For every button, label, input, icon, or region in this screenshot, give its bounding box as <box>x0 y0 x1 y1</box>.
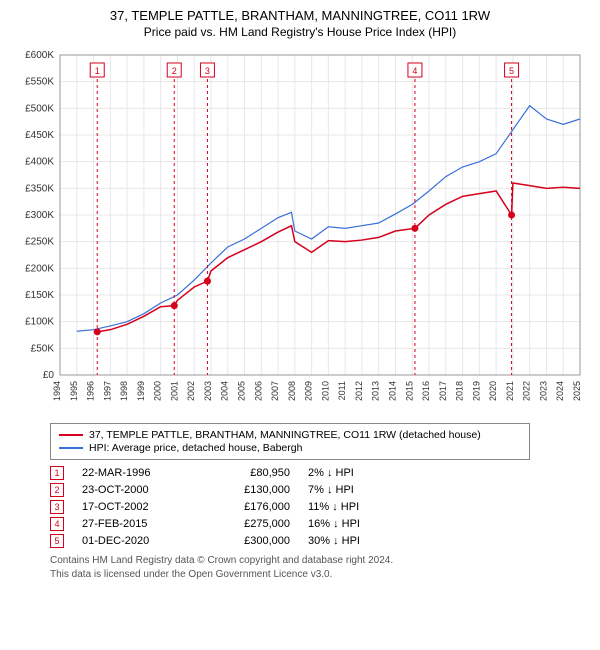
transaction-marker: 1 <box>50 466 64 480</box>
legend-label: HPI: Average price, detached house, Babe… <box>89 442 302 454</box>
footer-line: This data is licensed under the Open Gov… <box>50 568 580 582</box>
svg-text:1997: 1997 <box>102 381 112 401</box>
svg-text:£200K: £200K <box>25 263 54 274</box>
svg-text:2005: 2005 <box>237 381 247 401</box>
svg-text:2023: 2023 <box>538 381 548 401</box>
footer-line: Contains HM Land Registry data © Crown c… <box>50 554 580 568</box>
transaction-price: £80,950 <box>210 467 290 479</box>
legend-item: 37, TEMPLE PATTLE, BRANTHAM, MANNINGTREE… <box>59 429 521 441</box>
svg-text:£250K: £250K <box>25 237 54 248</box>
svg-text:2022: 2022 <box>522 381 532 401</box>
svg-text:1995: 1995 <box>69 381 79 401</box>
table-row: 2 23-OCT-2000 £130,000 7% ↓ HPI <box>50 483 580 497</box>
svg-text:2004: 2004 <box>220 381 230 401</box>
svg-text:3: 3 <box>205 66 210 76</box>
legend-swatch <box>59 434 83 436</box>
svg-text:£600K: £600K <box>25 50 54 61</box>
transaction-marker: 2 <box>50 483 64 497</box>
svg-text:£50K: £50K <box>31 343 55 354</box>
transaction-date: 22-MAR-1996 <box>82 467 192 479</box>
svg-text:2: 2 <box>172 66 177 76</box>
transactions-table: 1 22-MAR-1996 £80,950 2% ↓ HPI 2 23-OCT-2000 £… <box>50 466 580 548</box>
transaction-price: £275,000 <box>210 518 290 530</box>
transaction-diff: 30% ↓ HPI <box>308 535 398 547</box>
svg-text:£500K: £500K <box>25 103 54 114</box>
svg-text:£100K: £100K <box>25 317 54 328</box>
svg-text:2012: 2012 <box>354 381 364 401</box>
svg-text:2018: 2018 <box>455 381 465 401</box>
svg-text:£300K: £300K <box>25 210 54 221</box>
transaction-marker: 4 <box>50 517 64 531</box>
transaction-date: 17-OCT-2002 <box>82 501 192 513</box>
legend-swatch <box>59 447 83 449</box>
svg-text:2002: 2002 <box>186 381 196 401</box>
svg-text:2001: 2001 <box>169 381 179 401</box>
svg-text:2009: 2009 <box>304 381 314 401</box>
page-title: 37, TEMPLE PATTLE, BRANTHAM, MANNINGTREE… <box>10 8 590 23</box>
footer-attribution: Contains HM Land Registry data © Crown c… <box>50 554 580 581</box>
svg-text:2007: 2007 <box>270 381 280 401</box>
transaction-diff: 16% ↓ HPI <box>308 518 398 530</box>
svg-text:5: 5 <box>509 66 514 76</box>
legend-item: HPI: Average price, detached house, Babe… <box>59 442 521 454</box>
svg-text:2000: 2000 <box>153 381 163 401</box>
svg-text:£0: £0 <box>43 370 55 381</box>
transaction-date: 01-DEC-2020 <box>82 535 192 547</box>
table-row: 5 01-DEC-2020 £300,000 30% ↓ HPI <box>50 534 580 548</box>
svg-text:2024: 2024 <box>555 381 565 401</box>
table-row: 4 27-FEB-2015 £275,000 16% ↓ HPI <box>50 517 580 531</box>
svg-text:£550K: £550K <box>25 77 54 88</box>
transaction-date: 27-FEB-2015 <box>82 518 192 530</box>
transaction-marker: 3 <box>50 500 64 514</box>
transaction-diff: 7% ↓ HPI <box>308 484 398 496</box>
transaction-marker: 5 <box>50 534 64 548</box>
svg-text:2011: 2011 <box>337 381 347 400</box>
svg-text:2013: 2013 <box>371 381 381 401</box>
svg-text:2020: 2020 <box>488 381 498 401</box>
svg-text:£450K: £450K <box>25 130 54 141</box>
svg-text:£150K: £150K <box>25 290 54 301</box>
svg-text:2010: 2010 <box>320 381 330 401</box>
svg-text:2016: 2016 <box>421 381 431 401</box>
svg-text:2003: 2003 <box>203 381 213 401</box>
svg-text:2025: 2025 <box>572 381 582 401</box>
svg-text:£350K: £350K <box>25 183 54 194</box>
svg-text:2015: 2015 <box>404 381 414 401</box>
transaction-date: 23-OCT-2000 <box>82 484 192 496</box>
legend-label: 37, TEMPLE PATTLE, BRANTHAM, MANNINGTREE… <box>89 429 481 441</box>
svg-text:2014: 2014 <box>387 381 397 401</box>
svg-text:1999: 1999 <box>136 381 146 401</box>
legend: 37, TEMPLE PATTLE, BRANTHAM, MANNINGTREE… <box>50 423 530 460</box>
svg-text:2017: 2017 <box>438 381 448 401</box>
transaction-diff: 2% ↓ HPI <box>308 467 398 479</box>
svg-text:2006: 2006 <box>253 381 263 401</box>
transaction-price: £130,000 <box>210 484 290 496</box>
svg-text:4: 4 <box>412 66 417 76</box>
svg-text:1994: 1994 <box>52 381 62 401</box>
svg-text:£400K: £400K <box>25 157 54 168</box>
svg-text:1996: 1996 <box>86 381 96 401</box>
table-row: 3 17-OCT-2002 £176,000 11% ↓ HPI <box>50 500 580 514</box>
svg-text:2021: 2021 <box>505 381 515 401</box>
transaction-diff: 11% ↓ HPI <box>308 501 398 513</box>
svg-text:1: 1 <box>95 66 100 76</box>
price-chart: £0 £50K £100K £150K £200K £250K £300K £350K £400… <box>10 45 590 415</box>
transaction-price: £176,000 <box>210 501 290 513</box>
transaction-price: £300,000 <box>210 535 290 547</box>
svg-text:1998: 1998 <box>119 381 129 401</box>
page-subtitle: Price paid vs. HM Land Registry's House … <box>10 25 590 39</box>
svg-text:2008: 2008 <box>287 381 297 401</box>
table-row: 1 22-MAR-1996 £80,950 2% ↓ HPI <box>50 466 580 480</box>
svg-text:2019: 2019 <box>471 381 481 401</box>
